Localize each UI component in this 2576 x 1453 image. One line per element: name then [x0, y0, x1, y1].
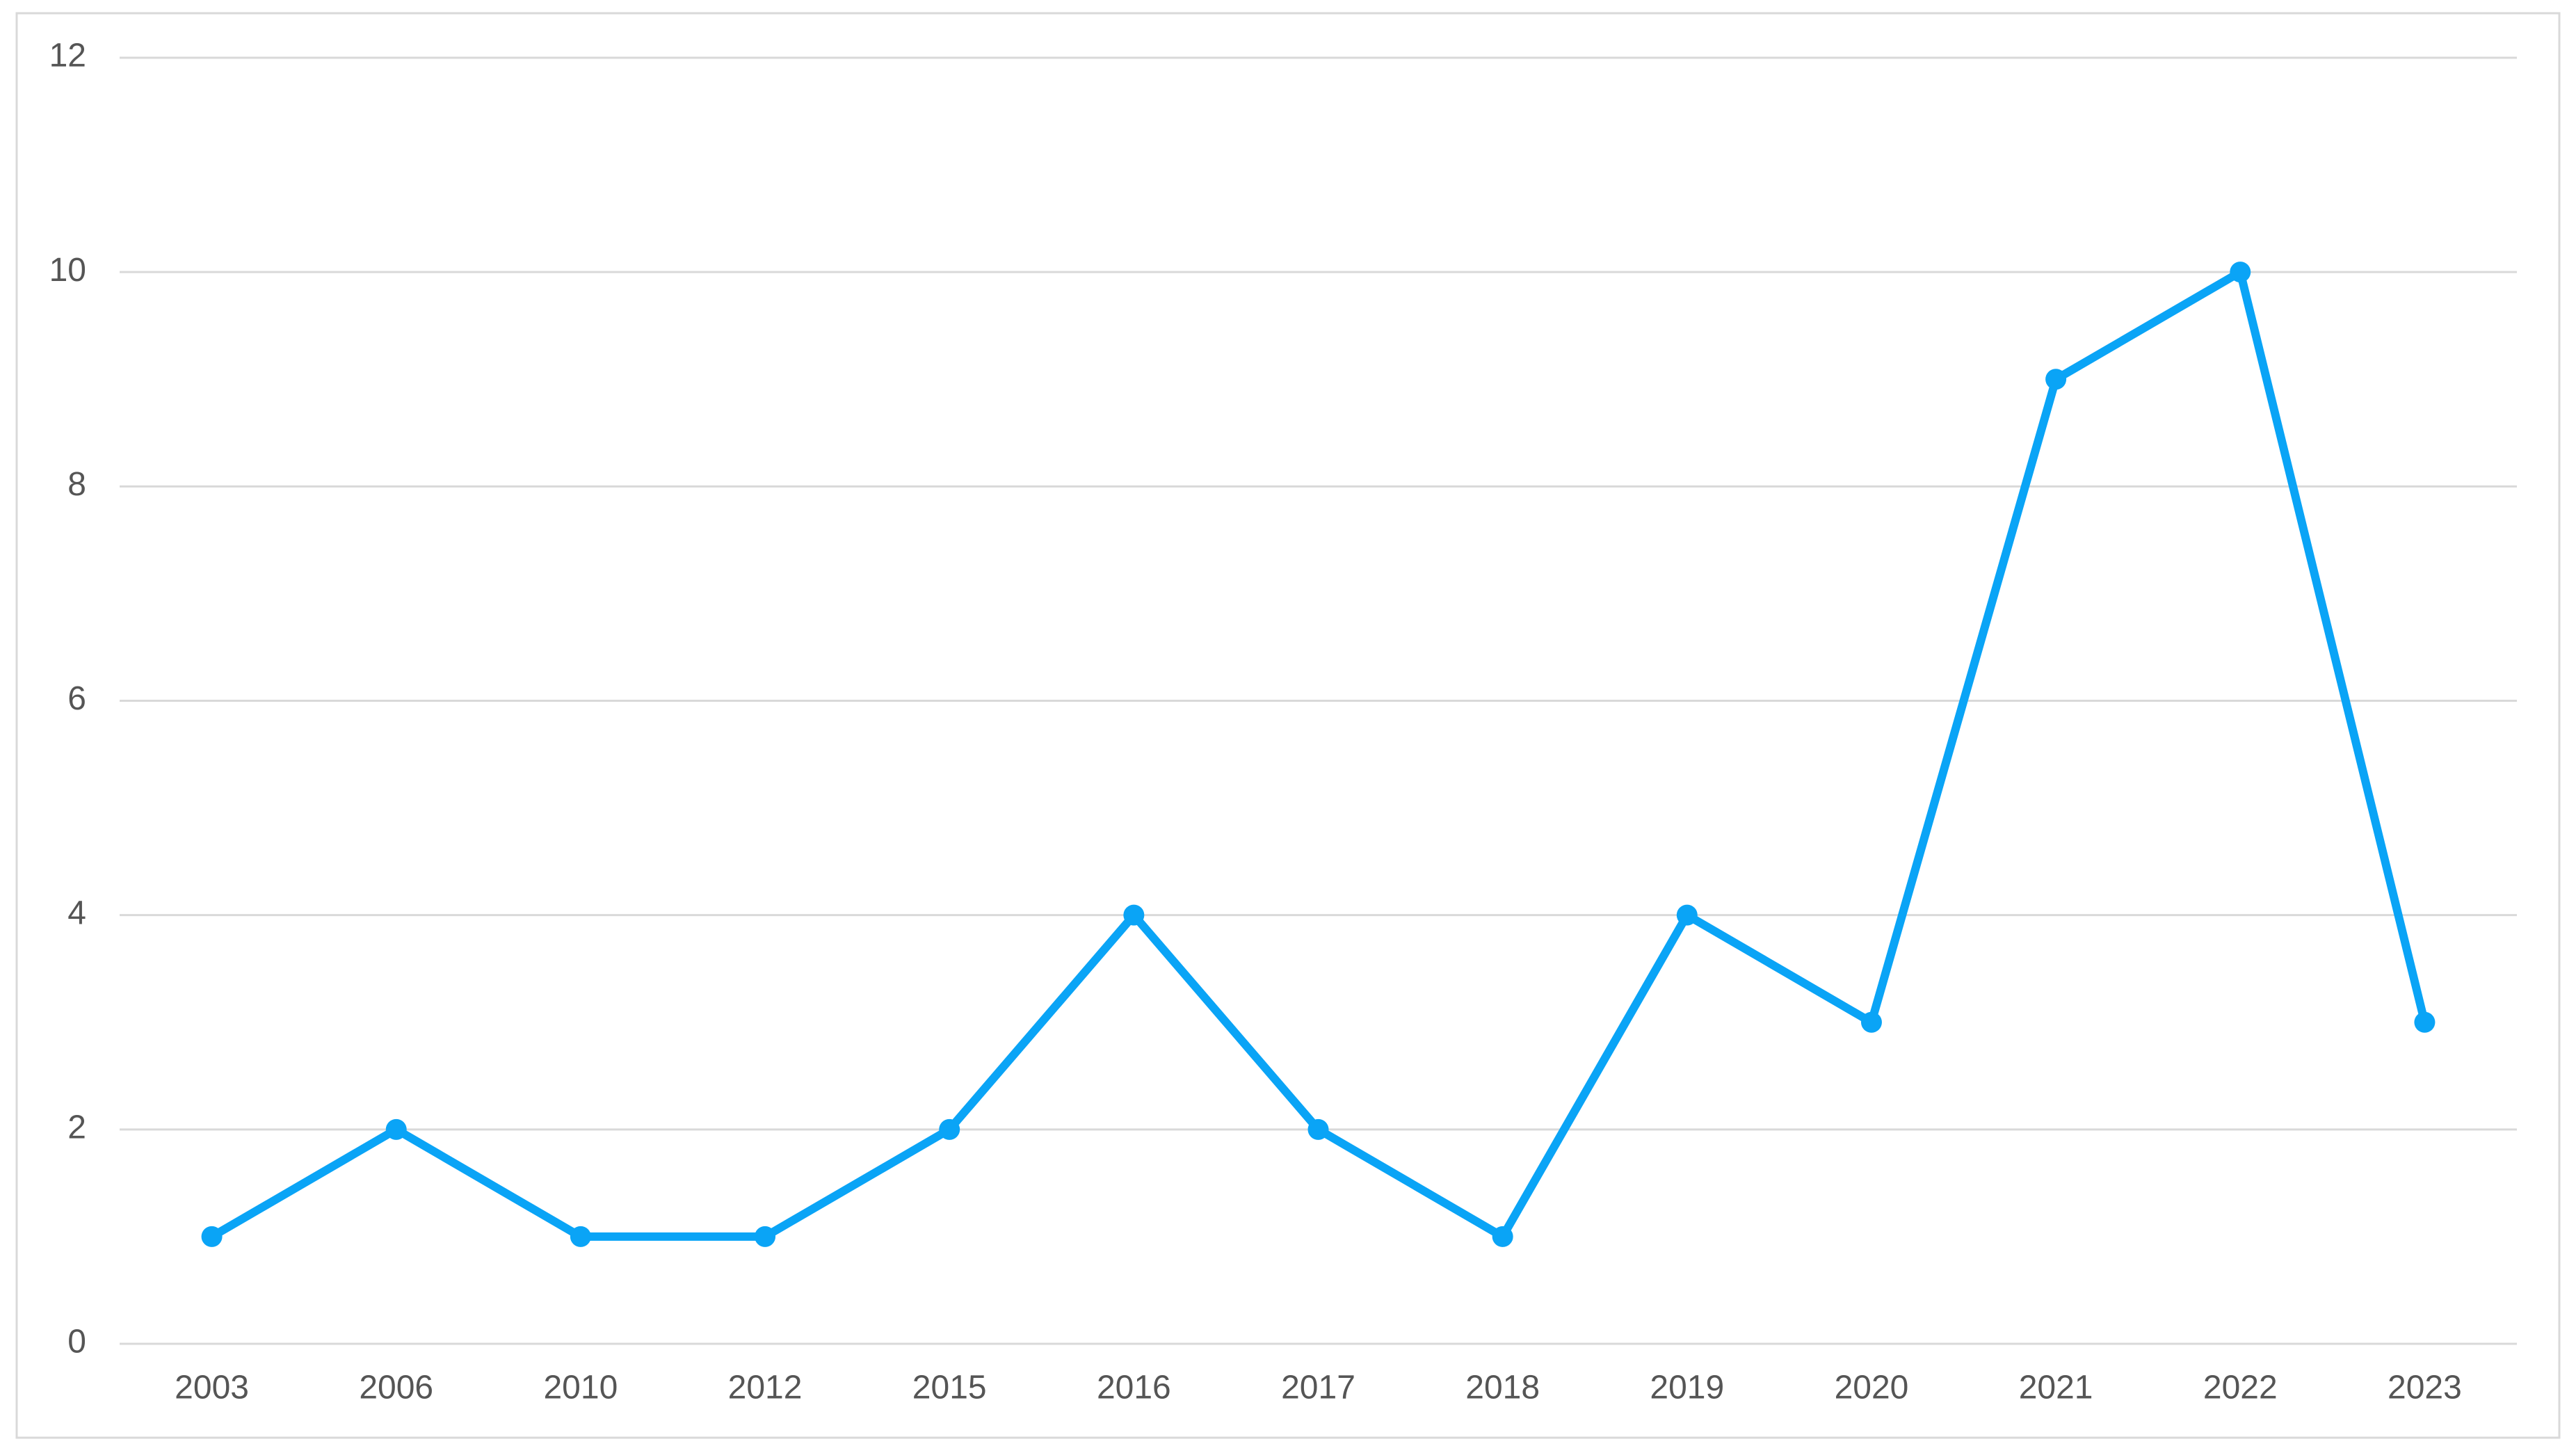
y-tick-label: 6: [67, 680, 86, 717]
data-point: [570, 1226, 591, 1247]
y-tick-label: 12: [49, 38, 86, 74]
x-tick-label: 2022: [2203, 1370, 2278, 1406]
x-tick-label: 2010: [543, 1370, 618, 1406]
x-tick-label: 2019: [1650, 1370, 1724, 1406]
x-tick-label: 2021: [2019, 1370, 2093, 1406]
x-tick-label: 2006: [359, 1370, 433, 1406]
x-tick-label: 2017: [1281, 1370, 1355, 1406]
data-point: [2230, 262, 2251, 283]
x-tick-label: 2012: [728, 1370, 803, 1406]
y-tick-label: 10: [49, 252, 86, 289]
data-point: [385, 1118, 407, 1140]
x-tick-label: 2018: [1465, 1370, 1540, 1406]
x-tick-label: 2016: [1097, 1370, 1171, 1406]
data-point: [1307, 1118, 1329, 1140]
data-point: [755, 1226, 776, 1247]
y-tick-label: 8: [67, 466, 86, 503]
data-point: [2045, 369, 2067, 390]
data-point: [1123, 904, 1145, 926]
data-point: [1492, 1226, 1513, 1247]
y-tick-label: 4: [67, 894, 86, 931]
y-tick-label: 0: [67, 1324, 86, 1360]
x-tick-label: 2020: [1835, 1370, 1909, 1406]
x-tick-label: 2023: [2388, 1370, 2462, 1406]
data-point: [2414, 1011, 2436, 1033]
data-point: [1676, 904, 1698, 926]
x-tick-label: 2015: [912, 1370, 987, 1406]
data-point: [939, 1118, 960, 1140]
x-tick-label: 2003: [175, 1370, 249, 1406]
data-point: [201, 1226, 223, 1247]
data-point: [1860, 1011, 1882, 1033]
chart-frame: [15, 12, 2561, 1439]
y-tick-label: 2: [67, 1109, 86, 1146]
